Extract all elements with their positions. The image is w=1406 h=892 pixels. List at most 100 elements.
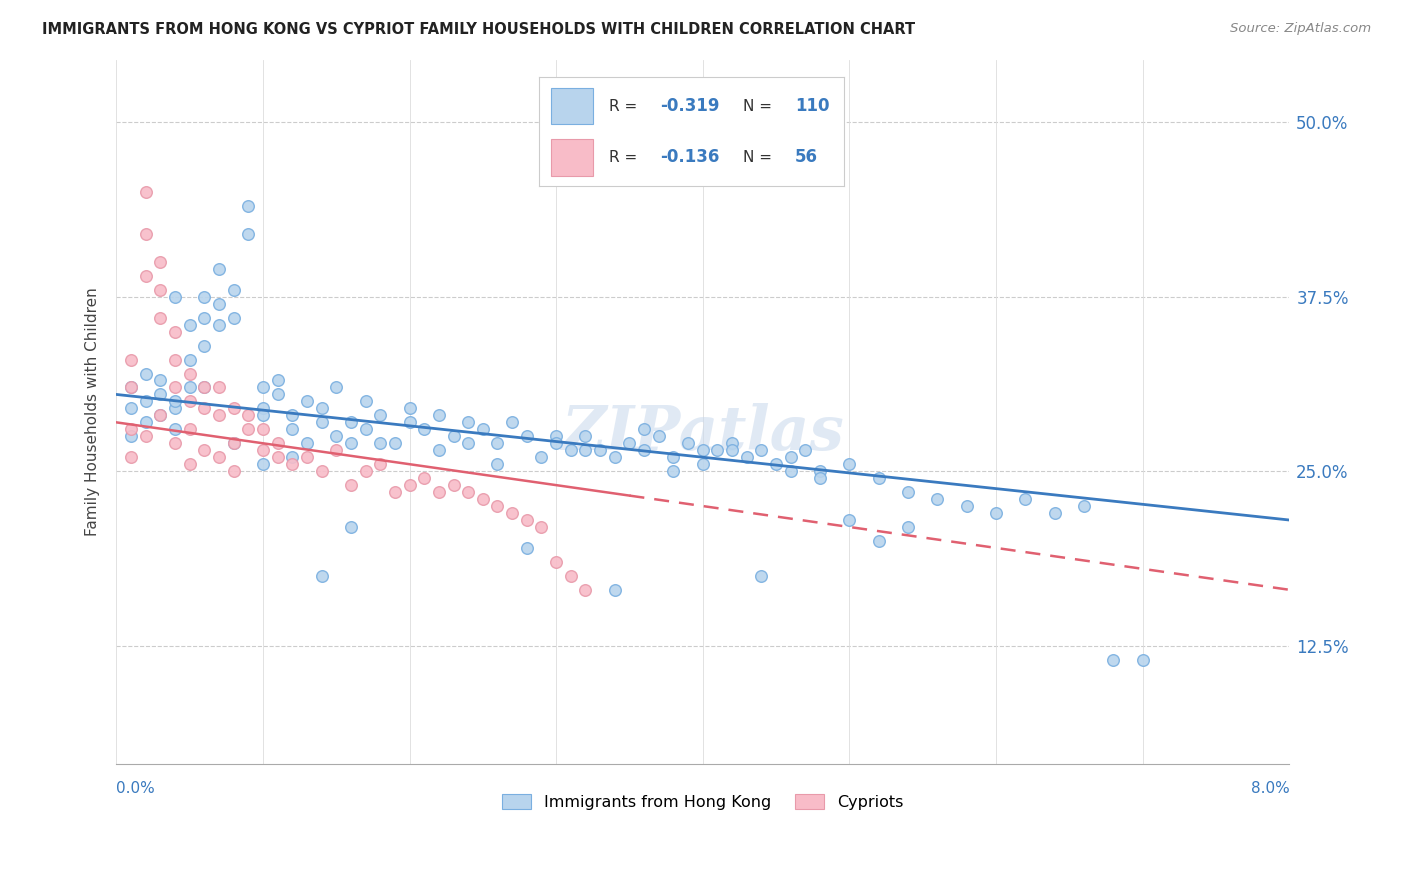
Point [266, 374, 288, 388]
Point [384, 436, 406, 450]
Point [413, 471, 436, 485]
Point [751, 443, 773, 458]
Point [238, 227, 260, 241]
Point [238, 199, 260, 213]
Point [179, 318, 201, 332]
Point [252, 409, 274, 423]
Point [398, 478, 420, 492]
Point [135, 429, 157, 443]
Point [765, 457, 787, 471]
Point [238, 422, 260, 436]
Point [149, 255, 172, 269]
Point [311, 464, 333, 478]
Point [208, 261, 231, 276]
Point [135, 268, 157, 283]
Point [560, 569, 582, 583]
Point [295, 436, 318, 450]
Point [574, 429, 596, 443]
Point [163, 290, 186, 304]
Point [222, 436, 245, 450]
Text: Source: ZipAtlas.com: Source: ZipAtlas.com [1230, 22, 1371, 36]
Point [193, 290, 215, 304]
Text: 8.0%: 8.0% [1250, 780, 1289, 796]
Point [427, 485, 450, 500]
Point [574, 582, 596, 597]
Point [163, 401, 186, 416]
Point [574, 443, 596, 458]
Point [193, 401, 215, 416]
Point [443, 478, 465, 492]
Point [163, 380, 186, 394]
Point [589, 443, 612, 458]
Point [281, 457, 304, 471]
Point [281, 422, 304, 436]
Point [501, 415, 523, 429]
Point [384, 485, 406, 500]
Point [193, 380, 215, 394]
Point [252, 457, 274, 471]
Point [779, 450, 801, 465]
Point [311, 401, 333, 416]
Point [486, 499, 509, 513]
Point [266, 450, 288, 465]
Point [984, 506, 1007, 520]
Point [368, 457, 391, 471]
Point [808, 464, 831, 478]
Point [266, 387, 288, 401]
Point [1102, 652, 1125, 666]
Point [354, 394, 377, 409]
Point [193, 380, 215, 394]
Point [457, 436, 479, 450]
Point [135, 227, 157, 241]
Point [471, 422, 494, 436]
Text: 0.0%: 0.0% [117, 780, 155, 796]
Point [163, 422, 186, 436]
Point [311, 569, 333, 583]
Point [281, 409, 304, 423]
Point [135, 367, 157, 381]
Point [457, 485, 479, 500]
Point [120, 352, 142, 367]
Point [457, 415, 479, 429]
Point [149, 374, 172, 388]
Point [149, 310, 172, 325]
Point [956, 499, 979, 513]
Point [340, 415, 363, 429]
Point [179, 394, 201, 409]
Point [222, 436, 245, 450]
Point [340, 436, 363, 450]
Point [281, 450, 304, 465]
Text: ZIPatlas: ZIPatlas [561, 403, 844, 463]
Point [471, 492, 494, 507]
Point [252, 443, 274, 458]
Point [413, 422, 436, 436]
Point [721, 436, 744, 450]
Point [603, 582, 626, 597]
Point [208, 409, 231, 423]
Point [179, 380, 201, 394]
Point [295, 450, 318, 465]
Point [619, 436, 641, 450]
Point [222, 401, 245, 416]
Point [120, 422, 142, 436]
Point [648, 429, 671, 443]
Point [692, 457, 714, 471]
Point [163, 352, 186, 367]
Point [897, 520, 920, 534]
Point [149, 387, 172, 401]
Point [135, 185, 157, 199]
Point [208, 450, 231, 465]
Point [368, 409, 391, 423]
Point [1014, 492, 1036, 507]
Point [120, 450, 142, 465]
Point [193, 443, 215, 458]
Point [808, 471, 831, 485]
Point [794, 443, 817, 458]
Point [120, 380, 142, 394]
Point [516, 429, 538, 443]
Point [266, 436, 288, 450]
Point [149, 409, 172, 423]
Point [222, 464, 245, 478]
Point [398, 401, 420, 416]
Point [486, 436, 509, 450]
